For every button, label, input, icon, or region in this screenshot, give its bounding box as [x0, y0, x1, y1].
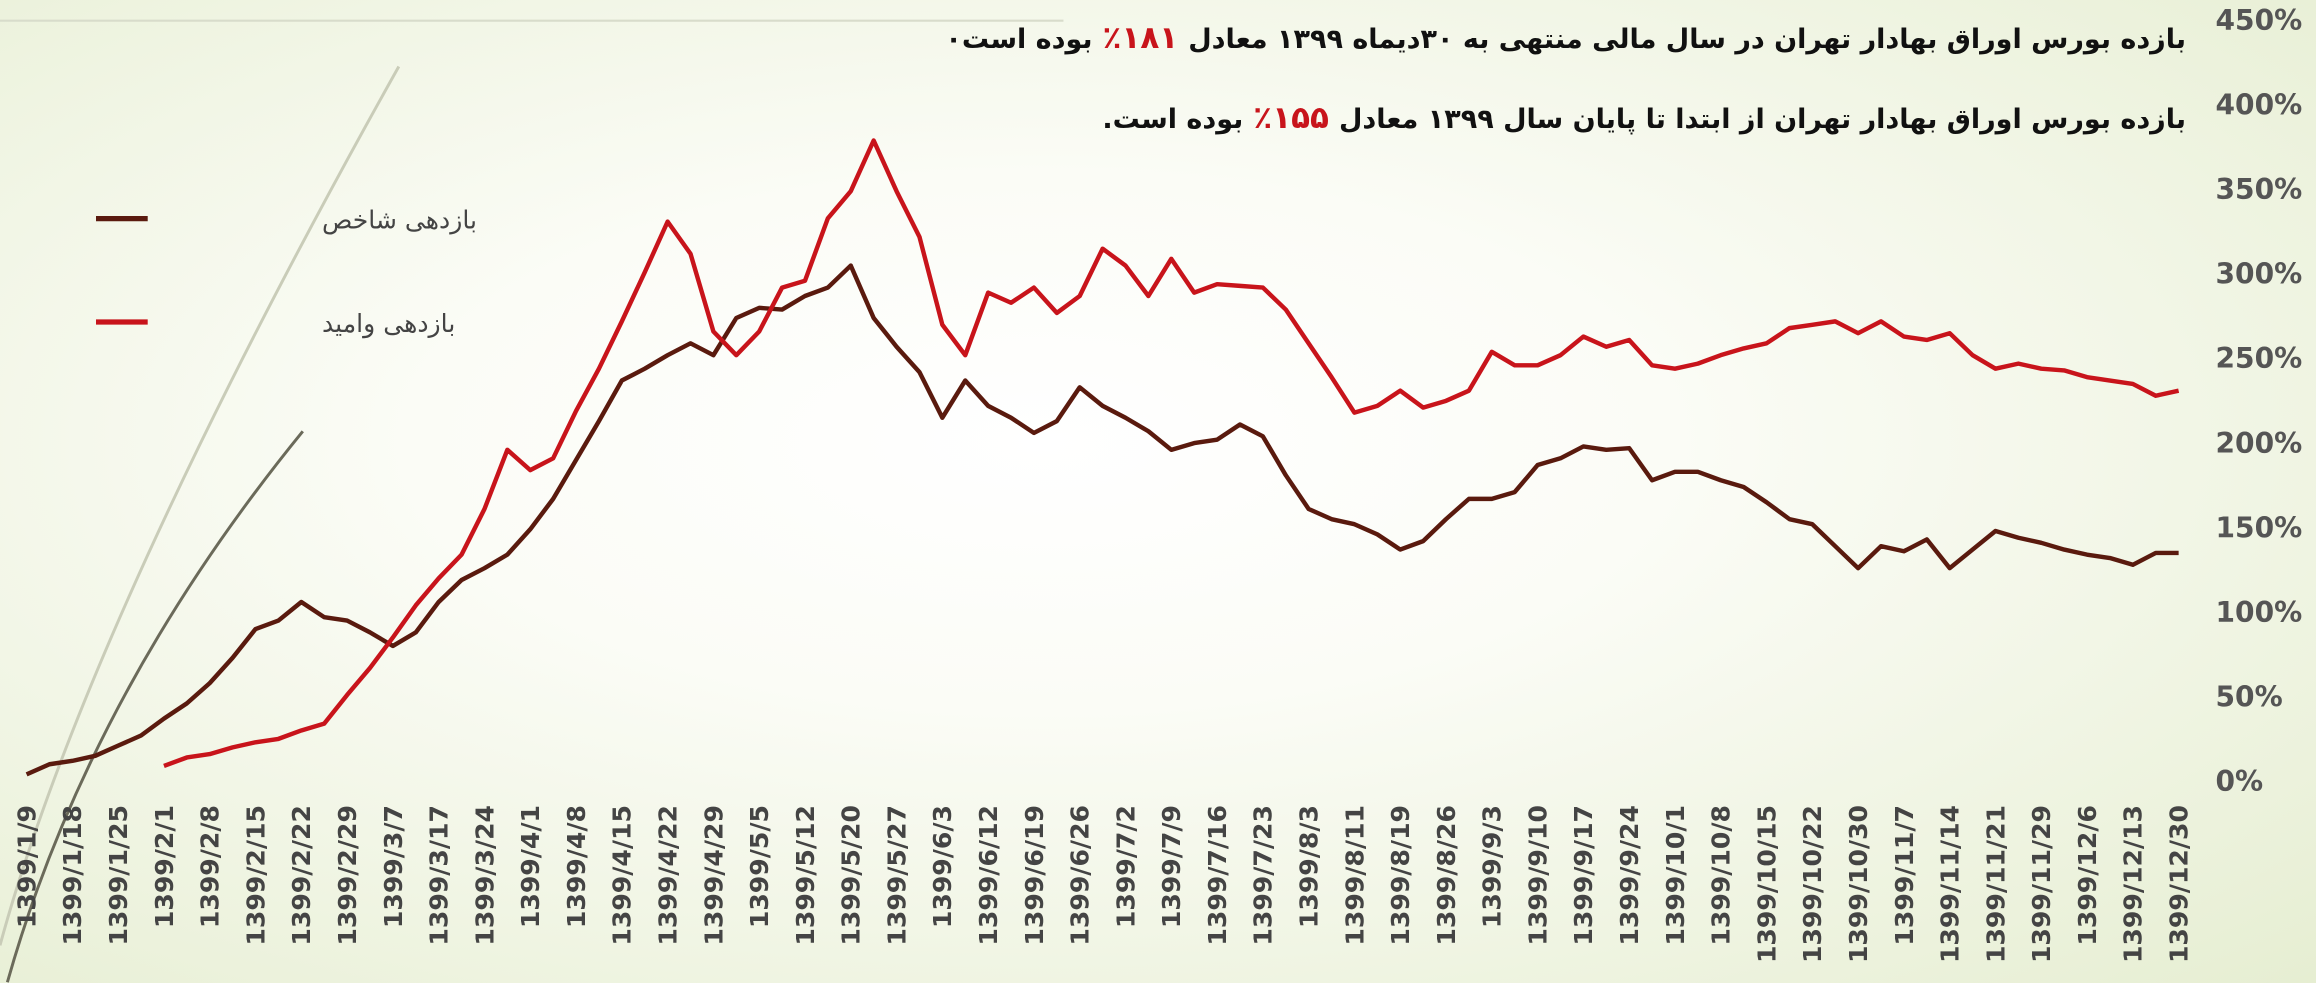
- x-tick-label: 1399/10/15: [1752, 805, 1781, 963]
- x-tick-label: 1399/1/9: [12, 805, 41, 928]
- x-tick-label: 1399/2/29: [333, 805, 362, 946]
- x-tick-label: 1399/9/24: [1615, 805, 1644, 946]
- series-line: [27, 266, 2179, 775]
- x-tick-label: 1399/2/1: [150, 805, 179, 928]
- x-tick-label: 1399/8/11: [1340, 805, 1369, 946]
- y-tick-label: 0%: [2216, 765, 2264, 798]
- annotation-text: بازده بورس اوراق بهادار تهران در سال مال…: [1188, 24, 2186, 55]
- y-tick-label: 50%: [2216, 680, 2283, 713]
- x-tick-label: 1399/5/27: [882, 805, 911, 946]
- y-tick-label: 450%: [2216, 4, 2303, 37]
- x-tick-label: 1399/7/2: [1111, 805, 1140, 928]
- annotation: بازده بورس اوراق بهادار تهران در سال مال…: [945, 20, 2186, 56]
- legend-label: بازدهی وامید: [322, 309, 455, 339]
- y-tick-label: 350%: [2216, 173, 2303, 206]
- annotation-text: بوده است۰: [945, 24, 1092, 55]
- x-tick-label: 1399/6/3: [928, 805, 957, 928]
- y-tick-label: 250%: [2216, 342, 2303, 375]
- x-tick-label: 1399/7/16: [1203, 805, 1232, 946]
- x-tick-label: 1399/6/12: [974, 805, 1003, 946]
- annotation-highlight: ۱۵۵٪: [1253, 100, 1329, 136]
- x-tick-label: 1399/4/8: [562, 805, 591, 928]
- x-tick-label: 1399/3/17: [425, 805, 454, 946]
- x-tick-label: 1399/7/9: [1157, 805, 1186, 928]
- x-tick-label: 1399/10/22: [1798, 805, 1827, 963]
- x-tick-label: 1399/2/15: [241, 805, 270, 946]
- x-tick-label: 1399/8/3: [1295, 805, 1324, 928]
- x-tick-label: 1399/10/1: [1661, 805, 1690, 946]
- x-tick-label: 1399/5/12: [791, 805, 820, 946]
- x-tick-label: 1399/1/25: [104, 805, 133, 946]
- x-tick-label: 1399/4/1: [516, 805, 545, 928]
- x-tick-label: 1399/4/22: [653, 805, 682, 946]
- y-tick-label: 400%: [2216, 89, 2303, 122]
- x-tick-label: 1399/11/29: [2027, 805, 2056, 963]
- x-tick-label: 1399/9/3: [1478, 805, 1507, 928]
- x-tick-label: 1399/11/14: [1936, 805, 1965, 963]
- annotation-text: بوده است.: [1102, 104, 1243, 135]
- x-tick-label: 1399/11/7: [1890, 805, 1919, 946]
- y-tick-label: 100%: [2216, 596, 2303, 629]
- legend-label: بازدهی شاخص: [322, 206, 477, 235]
- x-tick-label: 1399/10/30: [1844, 805, 1873, 963]
- x-tick-label: 1399/11/21: [1981, 805, 2010, 963]
- annotation-text: بازده بورس اوراق بهادار تهران از ابتدا ت…: [1339, 104, 2186, 135]
- x-tick-label: 1399/6/19: [1020, 805, 1049, 946]
- x-tick-label: 1399/3/7: [379, 805, 408, 928]
- x-tick-label: 1399/2/8: [196, 805, 225, 928]
- x-tick-label: 1399/10/8: [1707, 805, 1736, 946]
- x-tick-label: 1399/12/13: [2119, 805, 2148, 963]
- x-tick-label: 1399/6/26: [1066, 805, 1095, 946]
- annotation: بازده بورس اوراق بهادار تهران از ابتدا ت…: [1102, 100, 2186, 136]
- x-tick-label: 1399/7/23: [1249, 805, 1278, 946]
- x-tick-label: 1399/4/15: [608, 805, 637, 946]
- x-tick-label: 1399/8/26: [1432, 805, 1461, 946]
- x-tick-label: 1399/12/6: [2073, 805, 2102, 946]
- x-tick-label: 1399/4/29: [699, 805, 728, 946]
- x-tick-label: 1399/5/5: [745, 805, 774, 928]
- x-tick-label: 1399/1/18: [58, 805, 87, 946]
- y-tick-label: 300%: [2216, 258, 2303, 291]
- annotation-highlight: ۱۸۱٪: [1103, 20, 1179, 56]
- x-tick-label: 1399/9/10: [1523, 805, 1552, 946]
- slide: 0% 50% 100% 150% 200% 250% 300% 350% 400% 450% 139…: [0, 0, 2316, 983]
- x-tick-label: 1399/9/17: [1569, 805, 1598, 946]
- x-tick-label: 1399/8/19: [1386, 805, 1415, 946]
- y-tick-label: 200%: [2216, 427, 2303, 460]
- chart: 0% 50% 100% 150% 200% 250% 300% 350% 400% 450% 139…: [0, 0, 2316, 983]
- y-tick-label: 150%: [2216, 511, 2303, 544]
- x-tick-label: 1399/12/30: [2164, 805, 2193, 963]
- x-tick-label: 1399/3/24: [470, 805, 499, 946]
- x-tick-label: 1399/2/22: [287, 805, 316, 946]
- x-tick-label: 1399/5/20: [837, 805, 866, 946]
